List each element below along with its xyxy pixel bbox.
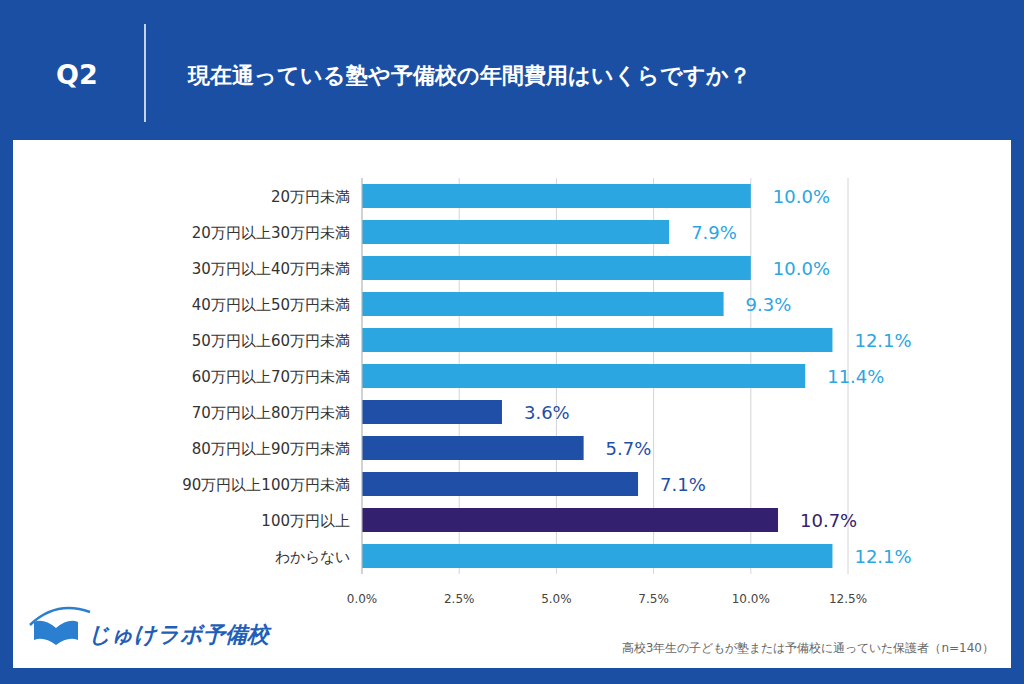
bar — [362, 220, 669, 244]
logo-swoosh — [30, 608, 90, 625]
bar — [362, 472, 638, 496]
data-label: 10.7% — [800, 510, 857, 531]
bar — [362, 364, 805, 388]
tick-label: 5.0% — [541, 592, 572, 606]
tick-label: 0.0% — [347, 592, 378, 606]
category-label: 60万円以上70万円未満 — [192, 368, 350, 386]
logo-icon — [34, 621, 78, 645]
bar — [362, 328, 832, 352]
category-label: 20万円以上30万円未満 — [192, 224, 350, 242]
axis-line — [362, 178, 363, 574]
data-label: 10.0% — [773, 186, 830, 207]
footnote: 高校3年生の子どもが塾または予備校に通っていた保護者（n=140） — [622, 641, 994, 655]
data-label: 10.0% — [773, 258, 830, 279]
bars — [362, 184, 832, 568]
data-label: 12.1% — [854, 546, 911, 567]
data-label: 7.1% — [660, 474, 706, 495]
category-label: 20万円未満 — [271, 188, 350, 206]
header-divider — [144, 24, 146, 122]
data-label: 3.6% — [524, 402, 570, 423]
bar — [362, 508, 778, 532]
bar — [362, 184, 751, 208]
bar — [362, 292, 724, 316]
brand: じゅけラボ予備校 — [88, 622, 272, 647]
page: Q2 現在通っている塾や予備校の年間費用はいくらですか？ 0.0% 2.5% 5.0% 7… — [0, 0, 1024, 684]
background — [0, 0, 1024, 684]
bar — [362, 436, 584, 460]
category-label: 100万円以上 — [261, 512, 350, 530]
category-label: 70万円以上80万円未満 — [192, 404, 350, 422]
tick-label: 7.5% — [638, 592, 669, 606]
data-label: 9.3% — [746, 294, 792, 315]
grid — [362, 178, 848, 574]
data-label: 12.1% — [854, 330, 911, 351]
data-label: 5.7% — [606, 438, 652, 459]
tick-label: 10.0% — [732, 592, 770, 606]
category-label: 40万円以上50万円未満 — [192, 296, 350, 314]
bar — [362, 400, 502, 424]
question-number: Q2 — [56, 59, 98, 90]
category-label: 90万円以上100万円未満 — [182, 476, 350, 494]
category-label: わからない — [275, 548, 350, 566]
category-label: 80万円以上90万円未満 — [192, 440, 350, 458]
title: 現在通っている塾や予備校の年間費用はいくらですか？ — [187, 63, 751, 88]
logo: じゅけラボ予備校 — [30, 608, 272, 647]
tick-label: 2.5% — [444, 592, 475, 606]
bar — [362, 544, 832, 568]
panel — [13, 140, 1011, 668]
category-label: 30万円以上40万円未満 — [192, 260, 350, 278]
data-label: 7.9% — [691, 222, 737, 243]
tick-label: 12.5% — [829, 592, 867, 606]
data-label: 11.4% — [827, 366, 884, 387]
category-label: 50万円以上60万円未満 — [192, 332, 350, 350]
grid-line — [362, 178, 363, 574]
bar — [362, 256, 751, 280]
